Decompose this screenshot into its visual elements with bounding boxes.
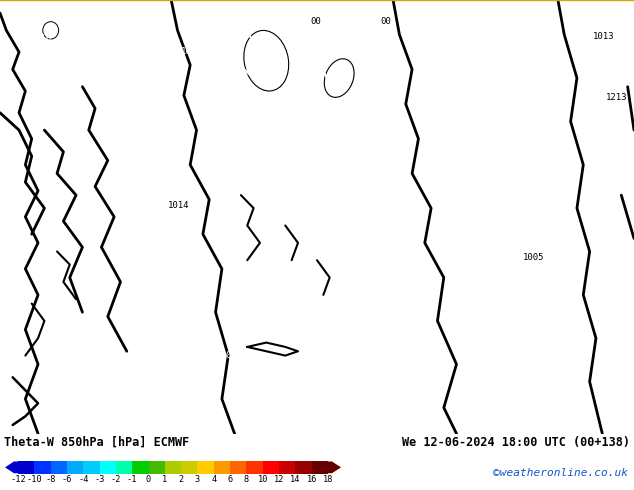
- Bar: [279, 461, 295, 474]
- FancyArrow shape: [5, 462, 18, 473]
- Text: 12: 12: [274, 475, 284, 484]
- Text: 0: 0: [146, 475, 151, 484]
- Text: 18: 18: [323, 475, 333, 484]
- Text: -6: -6: [61, 475, 72, 484]
- Bar: [51, 461, 67, 474]
- Bar: [247, 461, 262, 474]
- Text: 016: 016: [225, 351, 241, 360]
- Bar: [181, 461, 197, 474]
- Text: ©weatheronline.co.uk: ©weatheronline.co.uk: [493, 468, 628, 478]
- Text: -4: -4: [78, 475, 89, 484]
- Ellipse shape: [325, 59, 354, 98]
- Text: -3: -3: [94, 475, 105, 484]
- Ellipse shape: [43, 22, 58, 39]
- Text: -10: -10: [27, 475, 42, 484]
- Bar: [34, 461, 51, 474]
- Bar: [295, 461, 312, 474]
- Text: We 12-06-2024 18:00 UTC (00+138): We 12-06-2024 18:00 UTC (00+138): [402, 436, 630, 449]
- Text: Theta-W 850hPa [hPa] ECMWF: Theta-W 850hPa [hPa] ECMWF: [4, 436, 190, 449]
- Bar: [230, 461, 247, 474]
- Text: 1005: 1005: [523, 253, 545, 262]
- Bar: [197, 461, 214, 474]
- Bar: [83, 461, 100, 474]
- Bar: [262, 461, 279, 474]
- Text: 1013: 1013: [593, 32, 614, 41]
- Text: 00: 00: [380, 17, 391, 26]
- Text: 00: 00: [311, 17, 321, 26]
- Text: 1015: 1015: [181, 47, 202, 56]
- Bar: [116, 461, 133, 474]
- Bar: [312, 461, 328, 474]
- Text: 1: 1: [162, 475, 167, 484]
- Bar: [165, 461, 181, 474]
- Bar: [214, 461, 230, 474]
- Text: 2: 2: [179, 475, 184, 484]
- Text: 6: 6: [228, 475, 233, 484]
- Bar: [67, 461, 83, 474]
- Text: -12: -12: [10, 475, 26, 484]
- Text: 8: 8: [244, 475, 249, 484]
- Text: -1: -1: [127, 475, 138, 484]
- Text: 1014: 1014: [168, 201, 190, 210]
- Text: -8: -8: [46, 475, 56, 484]
- Bar: [148, 461, 165, 474]
- Ellipse shape: [244, 30, 288, 91]
- Text: 16: 16: [306, 475, 317, 484]
- Text: -2: -2: [111, 475, 121, 484]
- Text: 4: 4: [211, 475, 216, 484]
- Bar: [18, 461, 34, 474]
- Text: 10: 10: [257, 475, 268, 484]
- FancyArrow shape: [328, 462, 341, 473]
- Text: 14: 14: [290, 475, 301, 484]
- Text: 3: 3: [195, 475, 200, 484]
- Bar: [133, 461, 148, 474]
- Text: 1213: 1213: [605, 93, 627, 102]
- Bar: [100, 461, 116, 474]
- Text: 316: 316: [35, 34, 51, 43]
